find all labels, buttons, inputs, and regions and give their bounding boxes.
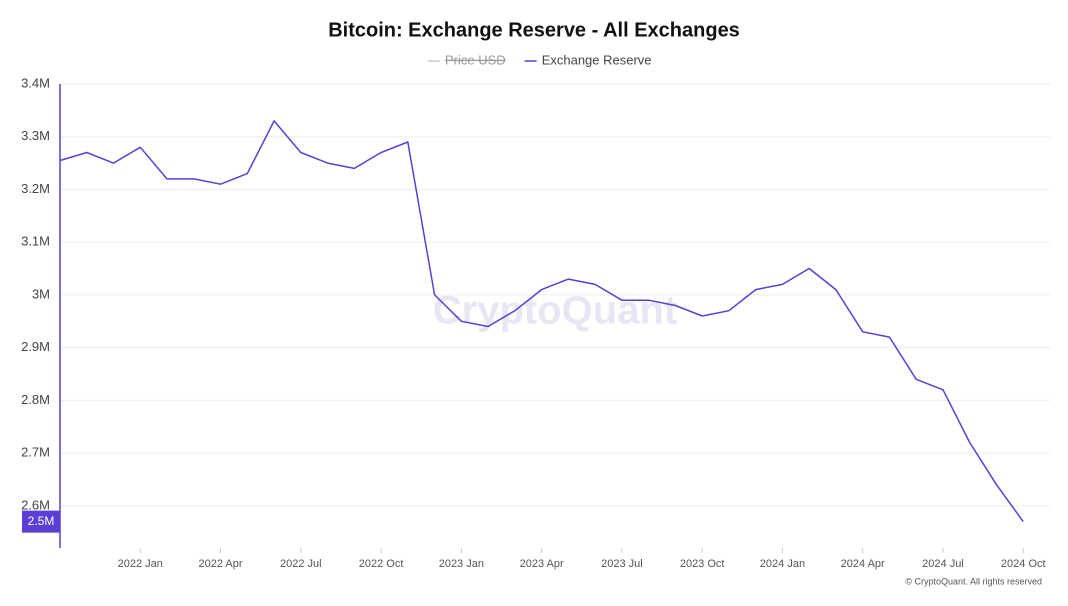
x-tick-label: 2024 Apr xyxy=(841,558,885,570)
y-tick-label: 3.4M xyxy=(21,75,50,90)
x-tick-label: 2022 Oct xyxy=(359,558,404,570)
x-tick-label: 2022 Jan xyxy=(118,558,163,570)
legend-item: Price USD xyxy=(428,52,506,67)
x-tick-label: 2022 Jul xyxy=(280,558,322,570)
x-tick-label: 2023 Apr xyxy=(520,558,564,570)
y-tick-label: 2.9M xyxy=(21,339,50,354)
y-tick-label: 2.8M xyxy=(21,392,50,407)
legend-label: Exchange Reserve xyxy=(542,52,652,67)
watermark: CryptoQuant xyxy=(433,289,677,333)
y-tick-label: 3.3M xyxy=(21,128,50,143)
x-tick-label: 2024 Oct xyxy=(1001,558,1046,570)
y-tick-label: 3.2M xyxy=(21,181,50,196)
chart-title: Bitcoin: Exchange Reserve - All Exchange… xyxy=(328,19,740,41)
y-tick-label: 3.1M xyxy=(21,234,50,249)
x-tick-label: 2023 Jul xyxy=(601,558,643,570)
x-tick-label: 2023 Jan xyxy=(439,558,484,570)
x-tick-label: 2024 Jul xyxy=(922,558,964,570)
x-tick-label: 2023 Oct xyxy=(680,558,725,570)
y-tick-label: 2.6M xyxy=(21,497,50,512)
y-tick-label: 2.7M xyxy=(21,445,50,460)
legend-label: Price USD xyxy=(445,52,506,67)
x-tick-label: 2024 Jan xyxy=(760,558,805,570)
legend-item: Exchange Reserve xyxy=(524,52,652,67)
footer: © CryptoQuant. All rights reserved xyxy=(905,576,1042,586)
y-tick-label: 3M xyxy=(32,286,50,301)
latest-label-box xyxy=(22,510,60,533)
x-tick-label: 2022 Apr xyxy=(199,558,243,570)
line-series xyxy=(59,120,1024,523)
latest-label: 2.5M xyxy=(28,514,55,528)
